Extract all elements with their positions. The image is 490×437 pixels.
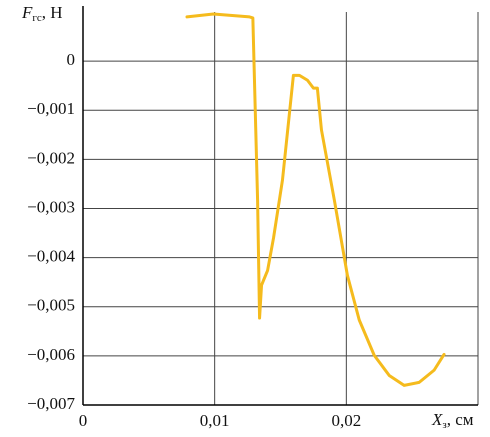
y-tick-label: −0,007: [27, 394, 75, 413]
y-label-symbol: F: [21, 3, 33, 22]
y-tick-label: −0,006: [27, 345, 75, 364]
x-tick-label: 0: [79, 411, 88, 430]
y-tick-label: −0,002: [27, 148, 75, 167]
x-tick-label: 0,02: [331, 411, 361, 430]
x-label-sub: з: [442, 419, 446, 431]
x-axis-label: Xз, см: [431, 410, 474, 431]
y-tick-label: −0,003: [27, 197, 75, 216]
y-axis-label: Fгс, Н: [21, 3, 63, 24]
x-label-unit: , см: [447, 410, 474, 429]
y-label-unit: , Н: [42, 3, 63, 22]
y-tick-label: 0: [67, 50, 76, 69]
x-label-symbol: X: [431, 410, 443, 429]
x-tick-label: 0,01: [200, 411, 230, 430]
y-tick-label: −0,005: [27, 296, 75, 315]
y-tick-label: −0,004: [27, 247, 75, 266]
data-line: [185, 12, 446, 387]
y-tick-label: −0,001: [27, 99, 75, 118]
y-label-sub: гс: [32, 12, 42, 24]
